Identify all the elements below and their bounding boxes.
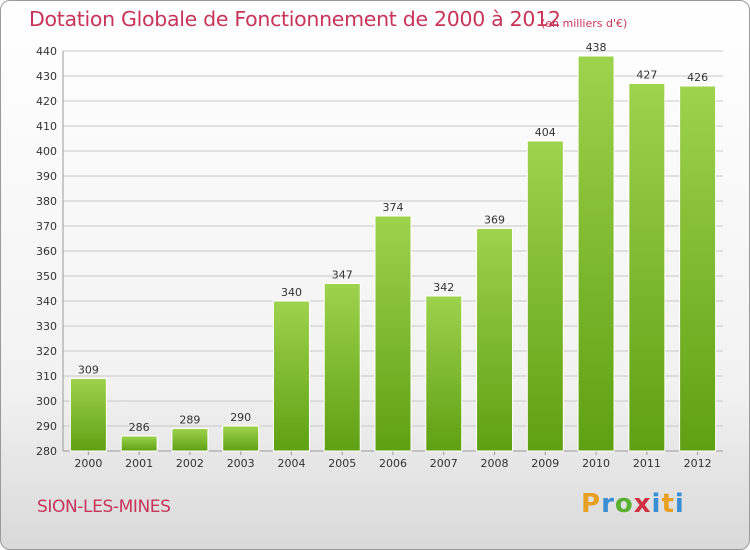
unit-label: (en milliers d'€) <box>541 17 628 30</box>
proxiti-logo[interactable]: Proxiti <box>581 489 685 519</box>
y-tick-label: 390 <box>36 170 57 183</box>
logo-letter: t <box>661 489 675 519</box>
x-tick-label: 2001 <box>125 457 153 470</box>
y-tick-label: 330 <box>36 320 57 333</box>
bar[interactable] <box>577 55 615 452</box>
bar[interactable] <box>476 228 514 452</box>
y-tick-label: 280 <box>36 445 57 458</box>
x-tick-label: 2009 <box>531 457 559 470</box>
x-tick-label: 2003 <box>227 457 255 470</box>
data-label: 369 <box>484 214 505 227</box>
x-tick-label: 2012 <box>684 457 712 470</box>
data-label: 342 <box>433 281 454 294</box>
labels: 280 290 300 310 320 330 340 350 360 370 380 390 400 4… <box>36 41 712 470</box>
data-label: 374 <box>383 201 404 214</box>
data-label: 290 <box>230 411 251 424</box>
x-tick-label: 2007 <box>430 457 458 470</box>
y-tick-label: 350 <box>36 270 57 283</box>
data-label: 286 <box>129 421 150 434</box>
x-tick-label: 2004 <box>277 457 305 470</box>
bar[interactable] <box>171 428 209 452</box>
data-label: 426 <box>687 71 708 84</box>
x-tick-label: 2006 <box>379 457 407 470</box>
bar[interactable] <box>120 435 158 452</box>
logo-letter: i <box>674 489 685 519</box>
y-tick-label: 440 <box>36 45 57 58</box>
data-label: 427 <box>636 69 657 82</box>
y-tick-label: 370 <box>36 220 57 233</box>
bar[interactable] <box>425 295 463 452</box>
y-tick-label: 360 <box>36 245 57 258</box>
logo-letter: i <box>651 489 662 519</box>
y-tick-label: 340 <box>36 295 57 308</box>
bar[interactable] <box>526 140 564 452</box>
y-tick-label: 290 <box>36 420 57 433</box>
y-tick-label: 400 <box>36 145 57 158</box>
bar[interactable] <box>374 215 412 452</box>
data-label: 404 <box>535 126 556 139</box>
x-tick-label: 2010 <box>582 457 610 470</box>
bar[interactable] <box>323 283 361 452</box>
bars <box>69 55 717 452</box>
data-label: 347 <box>332 269 353 282</box>
x-tick-label: 2008 <box>481 457 509 470</box>
x-tick-label: 2002 <box>176 457 204 470</box>
bar[interactable] <box>628 83 666 452</box>
y-tick-label: 410 <box>36 120 57 133</box>
data-label: 289 <box>179 414 200 427</box>
logo-letter: r <box>601 489 615 519</box>
data-label: 340 <box>281 286 302 299</box>
y-tick-label: 310 <box>36 370 57 383</box>
data-label: 309 <box>78 364 99 377</box>
y-tick-label: 300 <box>36 395 57 408</box>
logo-letter: o <box>614 489 634 519</box>
x-tick-label: 2005 <box>328 457 356 470</box>
y-tick-label: 320 <box>36 345 57 358</box>
x-tick-label: 2011 <box>633 457 661 470</box>
bar[interactable] <box>69 378 107 452</box>
bar[interactable] <box>272 300 310 452</box>
y-tick-label: 420 <box>36 95 57 108</box>
bar[interactable] <box>679 85 717 452</box>
bar[interactable] <box>222 425 260 452</box>
logo-letter: P <box>581 489 602 519</box>
chart-title: Dotation Globale de Fonctionnement de 20… <box>29 7 561 31</box>
data-label: 438 <box>586 41 607 54</box>
commune-name: SION-LES-MINES <box>37 497 171 517</box>
y-tick-label: 430 <box>36 70 57 83</box>
y-tick-label: 380 <box>36 195 57 208</box>
logo-letter: x <box>633 489 652 519</box>
x-tick-label: 2000 <box>74 457 102 470</box>
